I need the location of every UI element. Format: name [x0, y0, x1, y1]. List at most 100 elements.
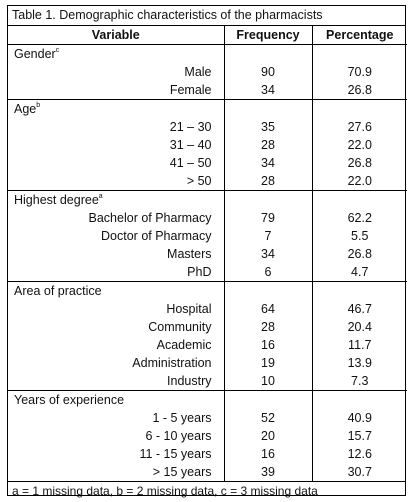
row-percentage: 26.8	[347, 247, 372, 261]
row-label: Hospital	[166, 302, 212, 316]
row-frequency: 7	[223, 227, 313, 245]
header-variable: Variable	[8, 26, 224, 45]
row-label: 1 - 5 years	[152, 411, 212, 425]
section-frequency-cell	[223, 390, 313, 409]
row-label: > 50	[186, 174, 212, 188]
footnote-marker: b	[36, 102, 41, 109]
table-row: 21 – 30 35 27.6	[8, 118, 407, 136]
section-title-cell: Highest degreea	[8, 190, 224, 209]
section-title-cell: Ageb	[8, 99, 224, 118]
table-row: 11 - 15 years 16 12.6	[8, 445, 407, 463]
section-title-cell: Area of practice	[8, 281, 224, 300]
row-percentage: 22.0	[347, 174, 372, 188]
row-label: Female	[169, 83, 212, 97]
row-frequency: 10	[223, 372, 313, 391]
row-frequency: 28	[223, 136, 313, 154]
row-percentage: 7.3	[351, 374, 369, 388]
section-title: Area of practice	[14, 284, 102, 298]
row-frequency: 6	[223, 263, 313, 282]
row-frequency: 20	[223, 427, 313, 445]
section-title-cell: Years of experience	[8, 390, 224, 409]
row-label: > 15 years	[152, 465, 212, 479]
table-body: Genderc Male 90 70.9 Female 34 26.8 Ageb 21 – 30…	[8, 44, 407, 481]
row-label: Community	[148, 320, 212, 334]
table-row: 31 – 40 28 22.0	[8, 136, 407, 154]
row-percentage: 27.6	[347, 120, 372, 134]
row-label: 6 - 10 years	[145, 429, 212, 443]
section-percentage-cell	[312, 281, 407, 300]
table-caption: Table 1. Demographic characteristics of …	[8, 6, 405, 26]
row-label: Bachelor of Pharmacy	[88, 211, 212, 225]
table-row: 41 – 50 34 26.8	[8, 154, 407, 172]
section-frequency-cell	[223, 190, 313, 209]
row-label: Doctor of Pharmacy	[101, 229, 212, 243]
header-frequency: Frequency	[223, 26, 313, 45]
section-header-row: Area of practice	[8, 281, 407, 300]
row-frequency: 16	[223, 336, 313, 354]
row-frequency: 34	[223, 154, 313, 172]
row-percentage: 4.7	[351, 265, 369, 279]
row-label: 21 – 30	[169, 120, 212, 134]
table-row: 6 - 10 years 20 15.7	[8, 427, 407, 445]
section-title: Years of experience	[14, 393, 125, 407]
row-frequency: 52	[223, 409, 313, 427]
section-title: Highest degree	[14, 193, 99, 207]
table-row: Academic 16 11.7	[8, 336, 407, 354]
table-row: Doctor of Pharmacy 7 5.5	[8, 227, 407, 245]
section-title: Age	[14, 102, 37, 116]
section-title-cell: Genderc	[8, 44, 224, 63]
section-percentage-cell	[312, 99, 407, 118]
row-label: 41 – 50	[169, 156, 212, 170]
row-frequency: 28	[223, 318, 313, 336]
row-percentage: 22.0	[347, 138, 372, 152]
table-row: Administration 19 13.9	[8, 354, 407, 372]
table-row: Masters 34 26.8	[8, 245, 407, 263]
row-label: Male	[184, 65, 212, 79]
row-frequency: 28	[223, 172, 313, 191]
row-frequency: 35	[223, 118, 313, 136]
footnote-marker: a	[98, 193, 103, 200]
table-row: Male 90 70.9	[8, 63, 407, 81]
table-row: > 15 years 39 30.7	[8, 463, 407, 481]
row-frequency: 90	[223, 63, 313, 81]
row-percentage: 11.7	[348, 338, 372, 352]
row-percentage: 5.5	[351, 229, 369, 243]
table-row: Industry 10 7.3	[8, 372, 407, 391]
row-label: Academic	[156, 338, 212, 352]
table-row: Bachelor of Pharmacy 79 62.2	[8, 209, 407, 227]
row-percentage: 46.7	[347, 302, 372, 316]
row-percentage: 30.7	[347, 465, 372, 479]
section-title: Gender	[14, 47, 56, 61]
row-frequency: 19	[223, 354, 313, 372]
row-frequency: 34	[223, 81, 313, 100]
row-label: 11 - 15 years	[139, 447, 212, 461]
table-header-row: Variable Frequency Percentage	[8, 26, 407, 45]
row-percentage: 15.7	[347, 429, 372, 443]
row-percentage: 62.2	[347, 211, 372, 225]
row-label: Masters	[167, 247, 212, 261]
table-row: 1 - 5 years 52 40.9	[8, 409, 407, 427]
table-row: Hospital 64 46.7	[8, 300, 407, 318]
section-percentage-cell	[312, 44, 407, 63]
row-label: 31 – 40	[169, 138, 212, 152]
table-row: Community 28 20.4	[8, 318, 407, 336]
demographics-table: Variable Frequency Percentage Genderc Mal…	[8, 26, 407, 481]
section-frequency-cell	[223, 44, 313, 63]
demographics-table-frame: Table 1. Demographic characteristics of …	[7, 5, 407, 498]
footnote-marker: c	[55, 47, 60, 54]
section-percentage-cell	[312, 390, 407, 409]
section-header-row: Years of experience	[8, 390, 407, 409]
table-row: > 50 28 22.0	[8, 172, 407, 191]
section-header-row: Ageb	[8, 99, 407, 118]
row-percentage: 40.9	[347, 411, 372, 425]
table-row: PhD 6 4.7	[8, 263, 407, 282]
section-percentage-cell	[312, 190, 407, 209]
table-row: Female 34 26.8	[8, 81, 407, 100]
section-header-row: Genderc	[8, 44, 407, 63]
row-frequency: 79	[223, 209, 313, 227]
row-label: Administration	[132, 356, 212, 370]
section-frequency-cell	[223, 281, 313, 300]
row-percentage: 20.4	[347, 320, 372, 334]
row-label: Industry	[167, 374, 212, 388]
row-frequency: 64	[223, 300, 313, 318]
